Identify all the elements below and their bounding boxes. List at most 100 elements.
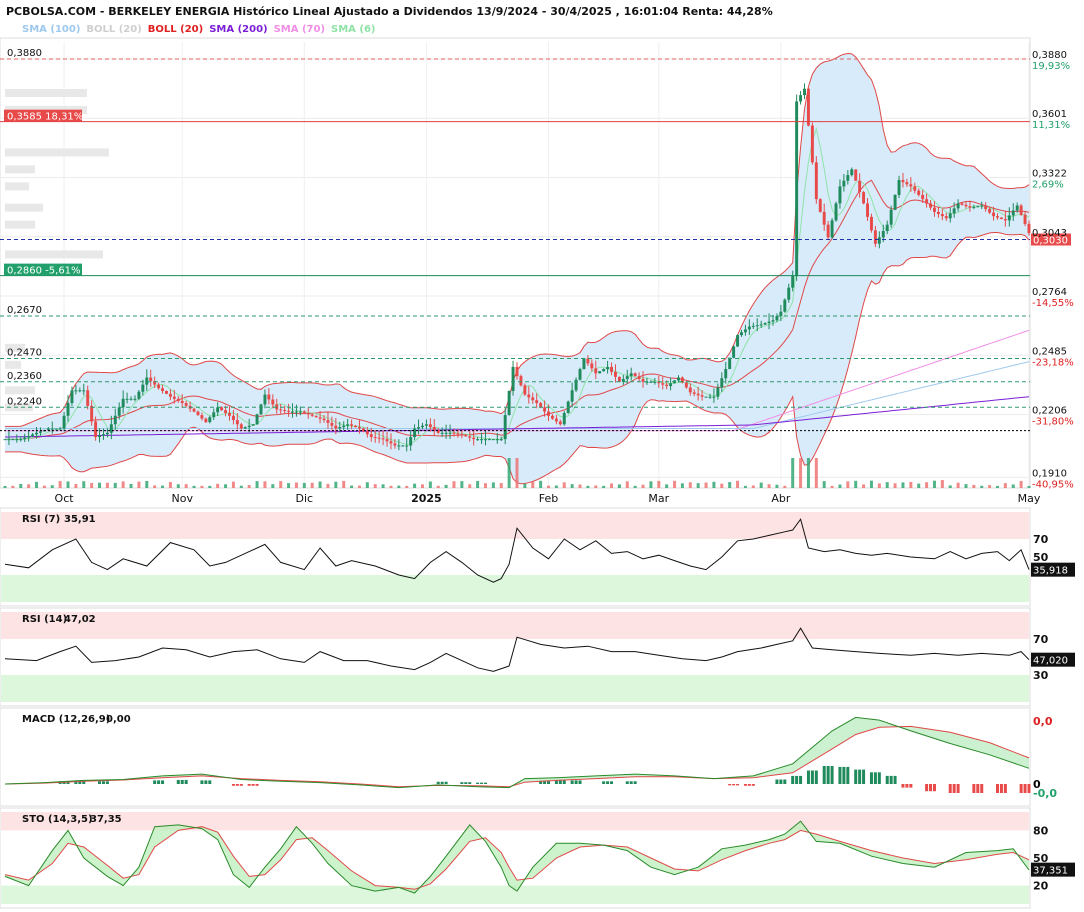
candle-body (944, 216, 948, 219)
volume-bar (247, 485, 251, 488)
candle-body (460, 434, 464, 436)
volume-bar (294, 482, 298, 488)
volume-bar (925, 482, 929, 488)
x-tick-label: Nov (171, 492, 193, 505)
macd-histogram-bar (82, 780, 86, 784)
macd-histogram-bar (830, 766, 834, 784)
candle-body (732, 346, 736, 358)
candle-body (452, 432, 456, 434)
volume-bar (1019, 480, 1023, 488)
overbought-zone (1, 612, 1029, 639)
candle-body (216, 407, 220, 413)
candle-body (988, 209, 992, 213)
macd-histogram-bar (862, 769, 866, 784)
y-tick-label: 0,3880 (1032, 50, 1067, 61)
candle-body (582, 358, 586, 370)
indicator-y-tick: 20 (1033, 880, 1049, 893)
bollinger-band-area (5, 53, 1029, 484)
candle-body (633, 373, 637, 377)
volume-bar (720, 483, 724, 488)
volume-bar (90, 482, 94, 488)
macd-histogram-bar (247, 784, 251, 786)
candle-body (578, 369, 582, 380)
candle-body (350, 424, 354, 426)
candle-body (109, 424, 113, 433)
volume-bar (1011, 484, 1015, 488)
volume-bar (428, 481, 432, 488)
macd-histogram-bar (869, 772, 873, 784)
candle-body (90, 405, 94, 422)
level-label: 0,3880 (7, 48, 42, 59)
candle-body (184, 403, 188, 406)
candle-body (361, 428, 365, 432)
volume-bar (995, 485, 999, 488)
candle-body (901, 180, 905, 183)
candle-body (247, 425, 251, 428)
macd-histogram-bar (972, 784, 976, 793)
volume-bar (239, 485, 243, 488)
oversold-zone (1, 675, 1029, 702)
candle-body (641, 378, 645, 382)
macd-histogram-bar (976, 784, 980, 793)
macd-histogram-bar (444, 781, 448, 784)
macd-histogram-bar (956, 784, 960, 793)
volume-bar (483, 483, 487, 488)
indicator-name: STO (14,3,5) (22, 814, 93, 825)
candle-body (413, 428, 417, 438)
macd-histogram-bar (842, 766, 846, 784)
candle-body (291, 411, 294, 413)
y-tick-pct: -40,95% (1032, 479, 1074, 490)
candle-body (464, 434, 468, 437)
volume-bar (736, 480, 740, 488)
candle-body (294, 411, 298, 413)
macd-histogram-bar (625, 781, 629, 784)
volume-bar (956, 482, 960, 488)
candle-body (712, 396, 716, 398)
candle-body (318, 417, 322, 419)
macd-histogram-bar (952, 784, 956, 793)
macd-histogram-bar (543, 780, 547, 784)
macd-histogram-bar (153, 780, 157, 784)
candle-body (661, 383, 665, 385)
candle-body (834, 203, 838, 221)
candle-body (19, 439, 23, 441)
level-label: 0,2670 (7, 305, 42, 316)
x-tick-label: 2025 (411, 492, 442, 505)
volume-bar (460, 481, 464, 488)
volume-bar (964, 484, 968, 488)
macd-histogram-bar (732, 784, 736, 786)
candle-body (783, 299, 787, 312)
candle-body (354, 425, 357, 428)
candle-body (613, 371, 617, 377)
candle-body (70, 390, 74, 404)
volume-bar (271, 484, 275, 488)
candle-body (38, 431, 42, 433)
macd-histogram-bar (468, 782, 472, 784)
candle-body (330, 422, 334, 426)
level-label-box (4, 109, 82, 122)
volume-bar (783, 485, 787, 488)
level-label: 0,2240 (7, 396, 42, 407)
candle-body (531, 397, 535, 401)
candle-body (357, 427, 361, 429)
volume-bar (444, 484, 448, 488)
volume-bar (507, 458, 511, 488)
candle-body (436, 429, 440, 433)
candle-body (803, 88, 806, 96)
macd-histogram-bar (98, 781, 102, 784)
volume-bar (326, 483, 330, 488)
candle-body (771, 320, 775, 322)
volume-bar (1027, 485, 1031, 488)
candle-body (125, 398, 129, 400)
candle-body (271, 399, 275, 405)
candle-body (346, 424, 350, 426)
candle-body (692, 392, 696, 394)
volume-bar (909, 481, 913, 488)
macd-histogram-bar (728, 784, 732, 786)
volume-bar (610, 483, 614, 488)
candle-body (444, 432, 448, 434)
candle-body (157, 384, 161, 389)
candle-body (759, 324, 763, 326)
candle-body (968, 206, 972, 208)
candle-body (822, 211, 826, 225)
